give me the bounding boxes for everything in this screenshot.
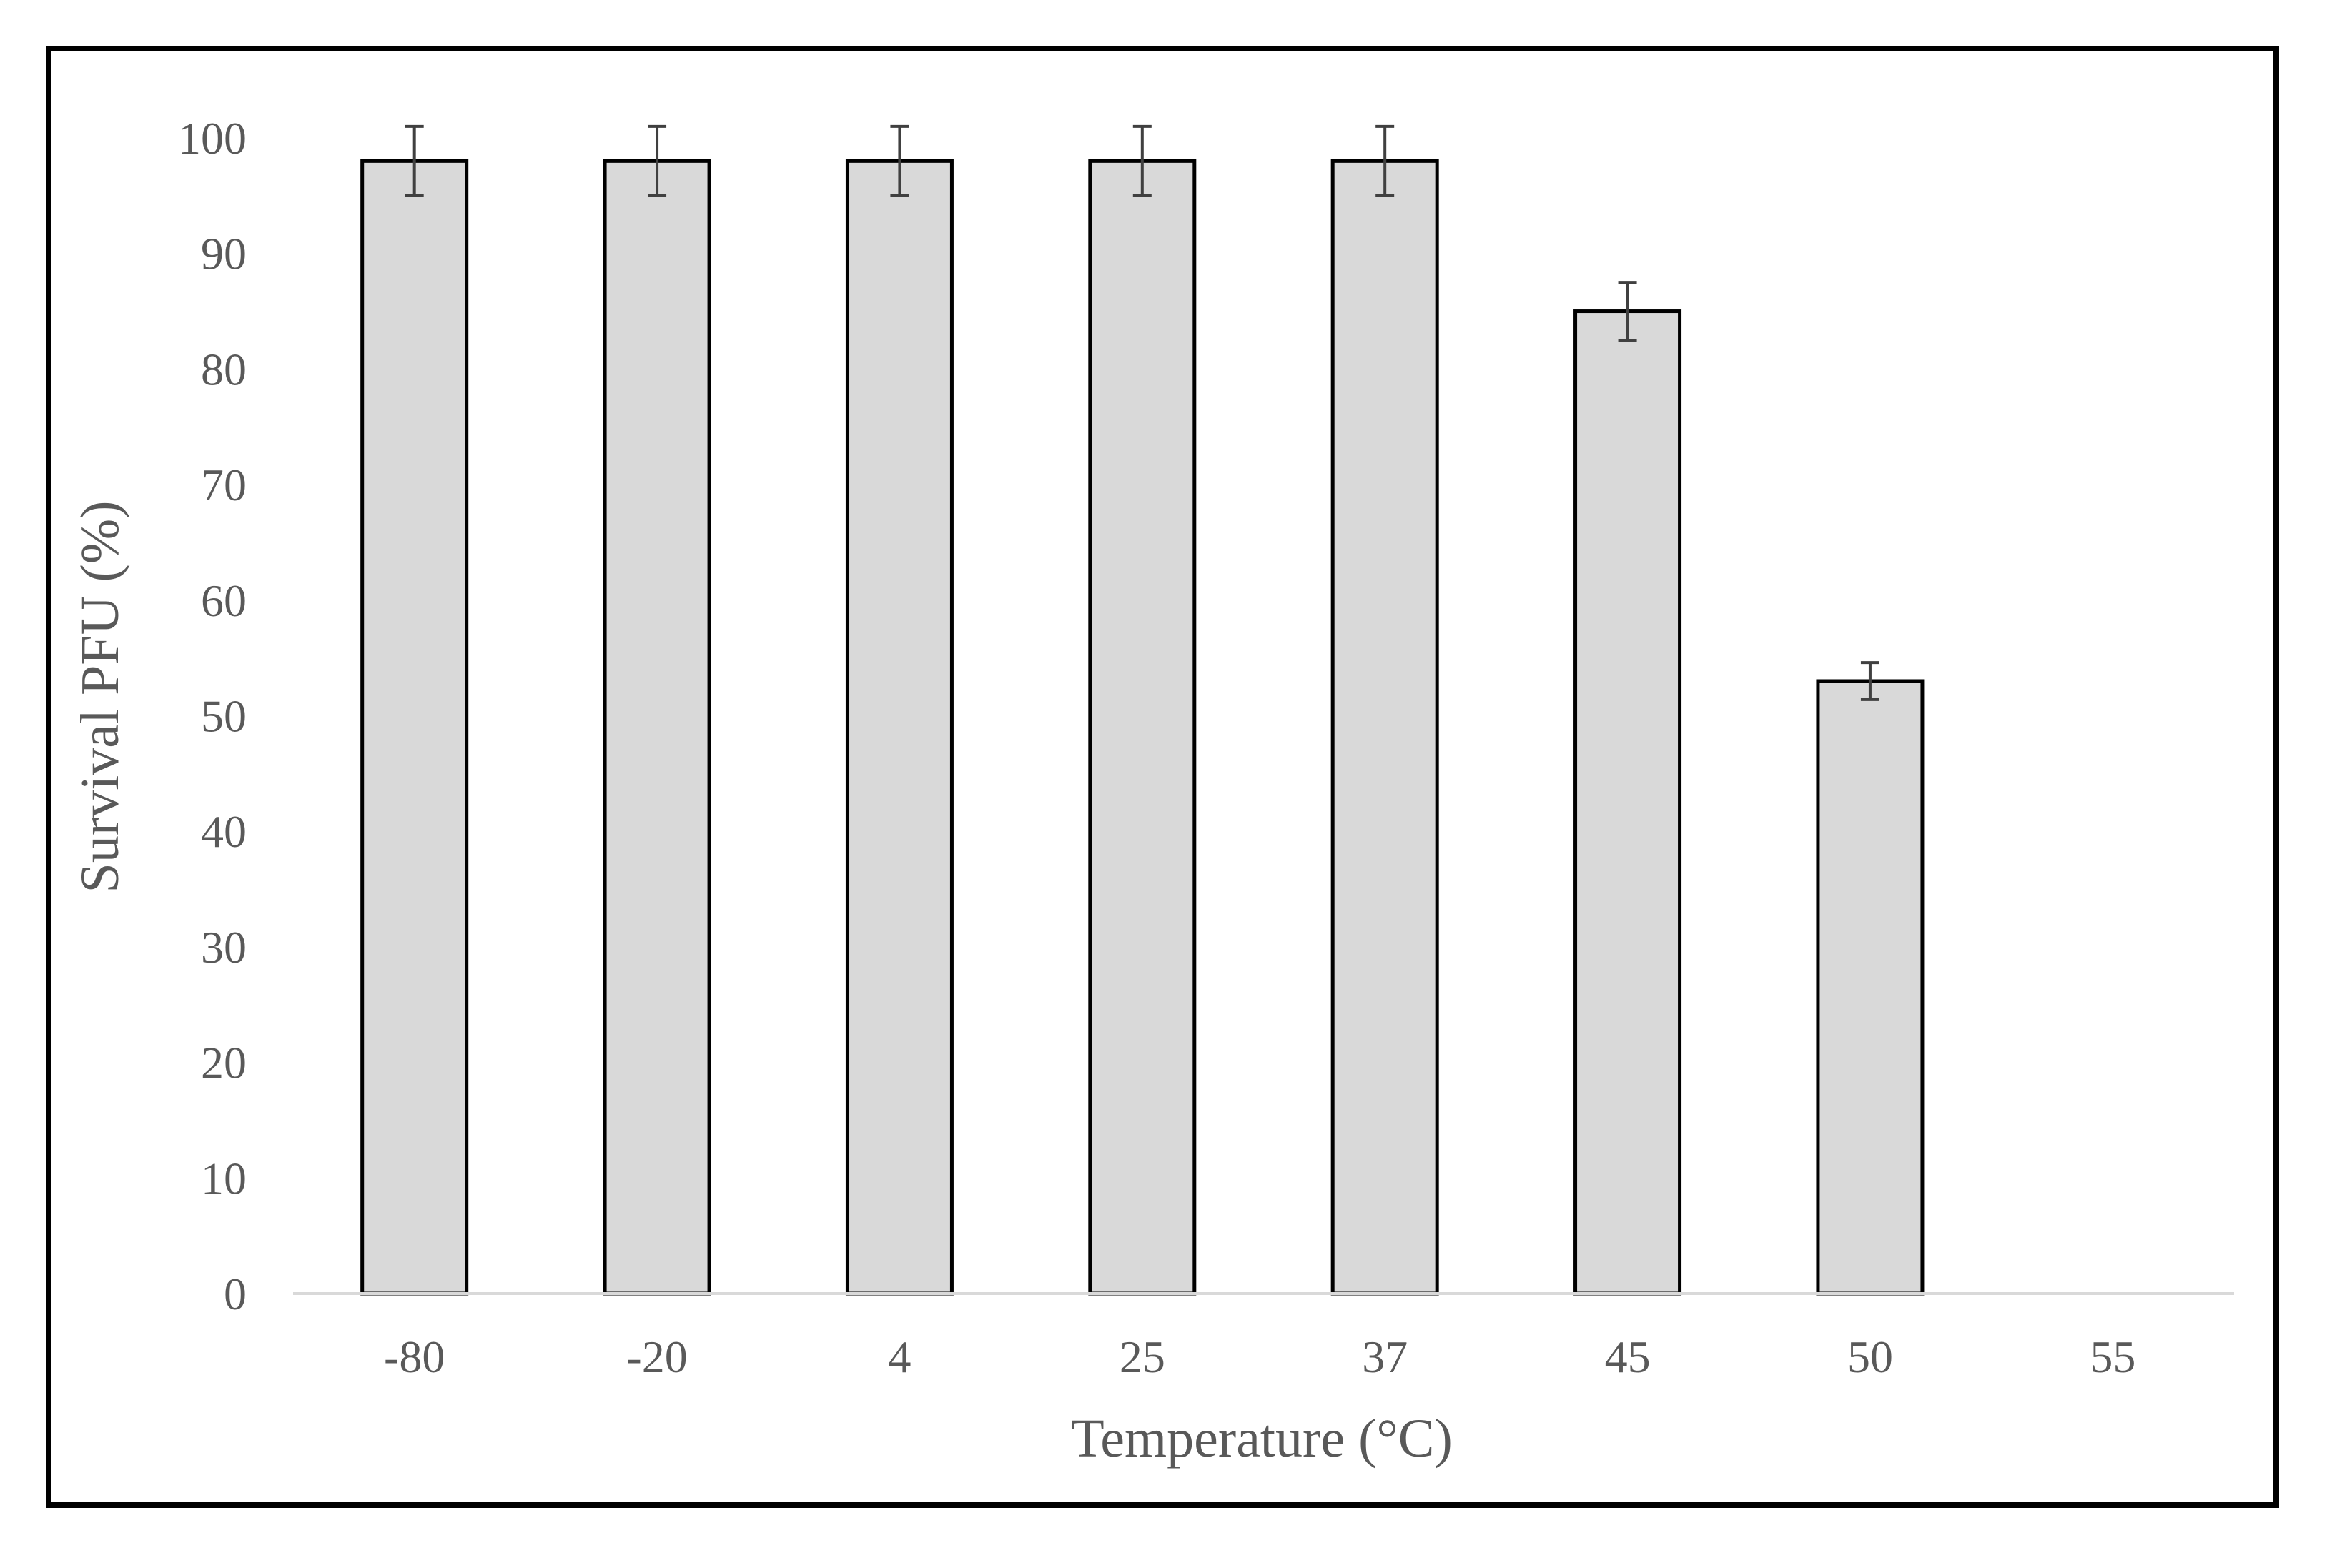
bar	[1573, 309, 1682, 1296]
y-tick-label: 70	[201, 460, 247, 510]
y-tick-label: 100	[178, 113, 247, 164]
y-tick-labels: 0 10 20 30 40 50 60 70 80 90 100	[178, 113, 247, 1319]
error-bar	[1375, 124, 1395, 197]
y-tick-label: 60	[201, 575, 247, 626]
x-tick-label: -80	[384, 1331, 445, 1382]
x-tick-label: 25	[1120, 1331, 1165, 1382]
x-tick-label: -20	[626, 1331, 687, 1382]
error-bar	[1132, 124, 1152, 197]
bar	[845, 159, 954, 1296]
y-tick-label: 40	[201, 806, 247, 857]
x-tick-labels: -80 -20 4 25 37 45 50 55	[384, 1331, 2135, 1382]
error-bar	[405, 124, 424, 197]
y-tick-label: 0	[224, 1269, 247, 1319]
y-tick-label: 20	[201, 1038, 247, 1088]
y-tick-label: 90	[201, 229, 247, 279]
y-tick-label: 80	[201, 344, 247, 395]
bar	[1088, 159, 1197, 1296]
error-bar	[1618, 281, 1637, 342]
bar	[360, 159, 469, 1296]
error-bar	[648, 124, 667, 197]
y-tick-label: 10	[201, 1153, 247, 1204]
error-bar	[1860, 661, 1879, 701]
y-axis-title: Survival PFU (%)	[70, 501, 130, 893]
x-tick-label: 4	[888, 1331, 911, 1382]
bar	[1816, 679, 1925, 1296]
x-axis-title: Temperature (°C)	[1071, 1409, 1453, 1469]
bar	[1330, 159, 1439, 1296]
y-tick-label: 50	[201, 691, 247, 742]
x-tick-label: 50	[1847, 1331, 1893, 1382]
error-bar	[890, 124, 909, 197]
x-tick-label: 45	[1605, 1331, 1651, 1382]
x-tick-label: 55	[2090, 1331, 2135, 1382]
bar	[603, 159, 711, 1296]
bars	[360, 159, 1925, 1296]
x-tick-label: 37	[1362, 1331, 1408, 1382]
error-bars	[405, 124, 1879, 701]
y-tick-label: 30	[201, 922, 247, 973]
